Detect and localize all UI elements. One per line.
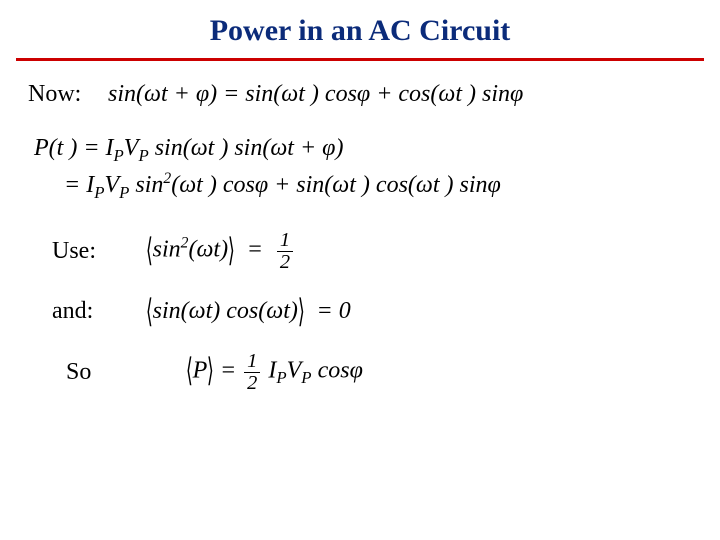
frac-den-p: 2 xyxy=(244,372,260,393)
frac-num-p: 1 xyxy=(244,351,260,371)
row-use: Use: ⟨sin2(ωt)⟩ = 12 xyxy=(28,230,692,272)
zero-val: 0 xyxy=(339,298,351,324)
slide-title: Power in an AC Circuit xyxy=(0,0,720,58)
frac-den: 2 xyxy=(277,251,293,272)
label-so: So xyxy=(66,359,136,386)
label-now: Now: xyxy=(28,81,108,108)
label-use: Use: xyxy=(52,238,122,265)
eq-avg-sincos: ⟨sin(ωt) cos(ωt)⟩ = 0 xyxy=(146,292,351,331)
eq-power-expansion: P(t ) = IPVP sin(ωt ) sin(ωt + φ) = IPVP… xyxy=(34,130,692,204)
eq-avg-power: ⟨P⟩ = 12 IPVP cosφ xyxy=(186,351,363,393)
eq-avg-sin2: ⟨sin2(ωt)⟩ = 12 xyxy=(146,230,295,272)
label-and: and: xyxy=(52,298,122,325)
eq-trig-identity: sin(ωt + φ) = sin(ωt ) cosφ + cos(ωt ) s… xyxy=(108,81,523,108)
frac-num: 1 xyxy=(277,230,293,250)
title-text: Power in an AC Circuit xyxy=(210,14,511,47)
row-now: Now: sin(ωt + φ) = sin(ωt ) cosφ + cos(ω… xyxy=(28,81,692,108)
slide-body: Now: sin(ωt + φ) = sin(ωt ) cosφ + cos(ω… xyxy=(0,61,720,393)
row-and: and: ⟨sin(ωt) cos(ωt)⟩ = 0 xyxy=(28,292,692,331)
row-so: So ⟨P⟩ = 12 IPVP cosφ xyxy=(28,351,692,393)
